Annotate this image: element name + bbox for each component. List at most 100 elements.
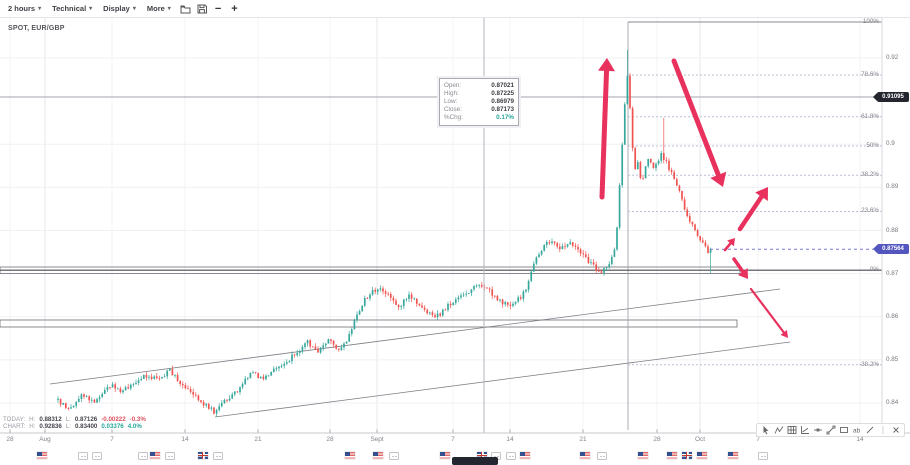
candlestick-series	[57, 49, 712, 418]
display-menu[interactable]: Display ▾	[100, 2, 142, 15]
us-flag-icon[interactable]	[345, 452, 355, 459]
drawing-toolbar: ab	[756, 423, 905, 437]
fib-level-label: 78.6%	[861, 71, 879, 79]
annotation-arrow[interactable]	[737, 187, 768, 232]
uk-flag-icon[interactable]	[198, 452, 208, 459]
annotation-arrow[interactable]	[749, 287, 788, 338]
today-high: 0.88312	[39, 416, 62, 423]
trend-chart-icon[interactable]	[799, 425, 810, 436]
symbol-label: SPOT, EUR/GBP	[8, 25, 65, 32]
event-marker-icon[interactable]	[758, 452, 768, 460]
annotation-arrow[interactable]	[723, 238, 735, 252]
us-flag-icon[interactable]	[638, 452, 648, 459]
event-marker-icon[interactable]	[389, 452, 399, 460]
event-marker-icon[interactable]	[138, 452, 148, 460]
event-marker-icon[interactable]	[213, 452, 223, 460]
date-axis-label: Aug	[39, 436, 51, 443]
date-axis-label: 21	[579, 436, 587, 443]
more-menu[interactable]: More ▾	[144, 2, 177, 15]
uk-flag-icon[interactable]	[682, 452, 692, 459]
polyline-icon[interactable]	[773, 425, 784, 436]
price-axis-label: 0.92	[886, 54, 899, 61]
timeframe-dropdown[interactable]: 2 hours ▾	[5, 2, 47, 15]
today-change: -0.00222	[101, 416, 126, 423]
trend-channel-line[interactable]	[214, 341, 791, 418]
close-value: 0.87173	[491, 106, 514, 113]
fib-level-label: 50%	[866, 141, 879, 149]
event-marker-icon[interactable]	[597, 452, 607, 460]
fib-level-label: 0%	[869, 266, 879, 273]
high-value: 0.87225	[491, 90, 514, 97]
event-marker-icon[interactable]	[506, 452, 516, 460]
price-axis-label: 0.9	[886, 140, 895, 148]
horizontal-line-icon[interactable]	[812, 425, 823, 436]
open-folder-icon[interactable]	[179, 3, 193, 15]
zoom-in-button[interactable]: +	[231, 2, 238, 15]
technical-menu[interactable]: Technical ▾	[49, 2, 98, 15]
low-label: Low:	[444, 98, 458, 105]
high-label: High:	[444, 90, 459, 97]
annotation-arrow[interactable]	[671, 58, 727, 187]
fib-level-label: -38.2%	[859, 360, 879, 368]
events-footer	[0, 446, 910, 465]
price-tag-black: 0.91095	[873, 92, 909, 103]
annotation-arrow[interactable]	[732, 257, 748, 279]
date-axis-label: 28	[653, 436, 661, 443]
us-flag-icon[interactable]	[440, 452, 450, 459]
price-axis-label: 0.87	[886, 269, 899, 277]
ohlc-tooltip: Open: 0.87021 High: 0.87225 Low: 0.86979 Cl…	[439, 78, 519, 126]
chart-high: 0.92836	[39, 423, 62, 431]
date-axis-label: 28	[6, 436, 14, 443]
date-axis-label: 7	[756, 436, 760, 443]
rectangle-icon[interactable]	[838, 425, 849, 436]
date-axis-label: 14	[506, 436, 514, 443]
separator-icon	[877, 425, 888, 436]
event-marker-icon[interactable]	[92, 452, 102, 460]
low-value: 0.86979	[491, 98, 514, 105]
today-pct: -0.3%	[129, 416, 146, 423]
open-label: Open:	[444, 82, 462, 89]
open-value: 0.87021	[491, 82, 514, 89]
drawn-rectangle[interactable]	[0, 319, 738, 328]
chart-change: 0.03376	[101, 423, 124, 431]
close-icon[interactable]	[890, 425, 901, 436]
chart-pct: 4.0%	[127, 423, 142, 431]
price-axis-label: 0.84	[886, 399, 899, 406]
uk-flag-icon[interactable]	[477, 452, 487, 459]
fib-level-label: 38.2%	[861, 171, 879, 179]
grid-icon[interactable]	[786, 425, 797, 436]
text-icon[interactable]: ab	[851, 425, 862, 436]
us-flag-icon[interactable]	[667, 452, 677, 459]
chevron-down-icon: ▾	[167, 5, 171, 12]
price-axis-label: 0.88	[886, 226, 899, 234]
chg-label: %Chg:	[444, 114, 463, 121]
us-flag-icon[interactable]	[373, 452, 383, 459]
price-axis-label: 0.86	[886, 312, 899, 320]
price-axis-label: 0.85	[886, 355, 899, 363]
us-flag-icon[interactable]	[37, 452, 47, 459]
fib-level-label: 23.6%	[861, 207, 879, 215]
fib-level-label: 100%	[862, 17, 879, 25]
close-label: Close:	[444, 106, 462, 113]
trend-channel-line[interactable]	[49, 288, 781, 385]
cursor-icon[interactable]	[760, 425, 771, 436]
event-marker-icon[interactable]	[78, 452, 88, 460]
date-axis-label: 14	[856, 436, 864, 443]
event-marker-icon[interactable]	[165, 452, 175, 460]
us-flag-icon[interactable]	[728, 452, 738, 459]
save-icon[interactable]	[195, 3, 209, 15]
crosshair-date-tag	[452, 457, 498, 465]
svg-text:ab: ab	[853, 428, 861, 435]
us-flag-icon[interactable]	[580, 452, 590, 459]
diagonal-line-icon[interactable]	[864, 425, 875, 436]
us-flag-icon[interactable]	[150, 452, 160, 459]
today-stats-row: TODAY: H: 0.88312 L: 0.87126 -0.00222 -0.3%	[3, 416, 146, 423]
us-flag-icon[interactable]	[697, 452, 707, 459]
price-axis-label: 0.89	[886, 183, 899, 191]
annotation-arrow[interactable]	[598, 58, 616, 200]
zoom-out-button[interactable]: −	[214, 2, 222, 15]
us-flag-icon[interactable]	[520, 452, 530, 459]
trendline-icon[interactable]	[825, 425, 836, 436]
